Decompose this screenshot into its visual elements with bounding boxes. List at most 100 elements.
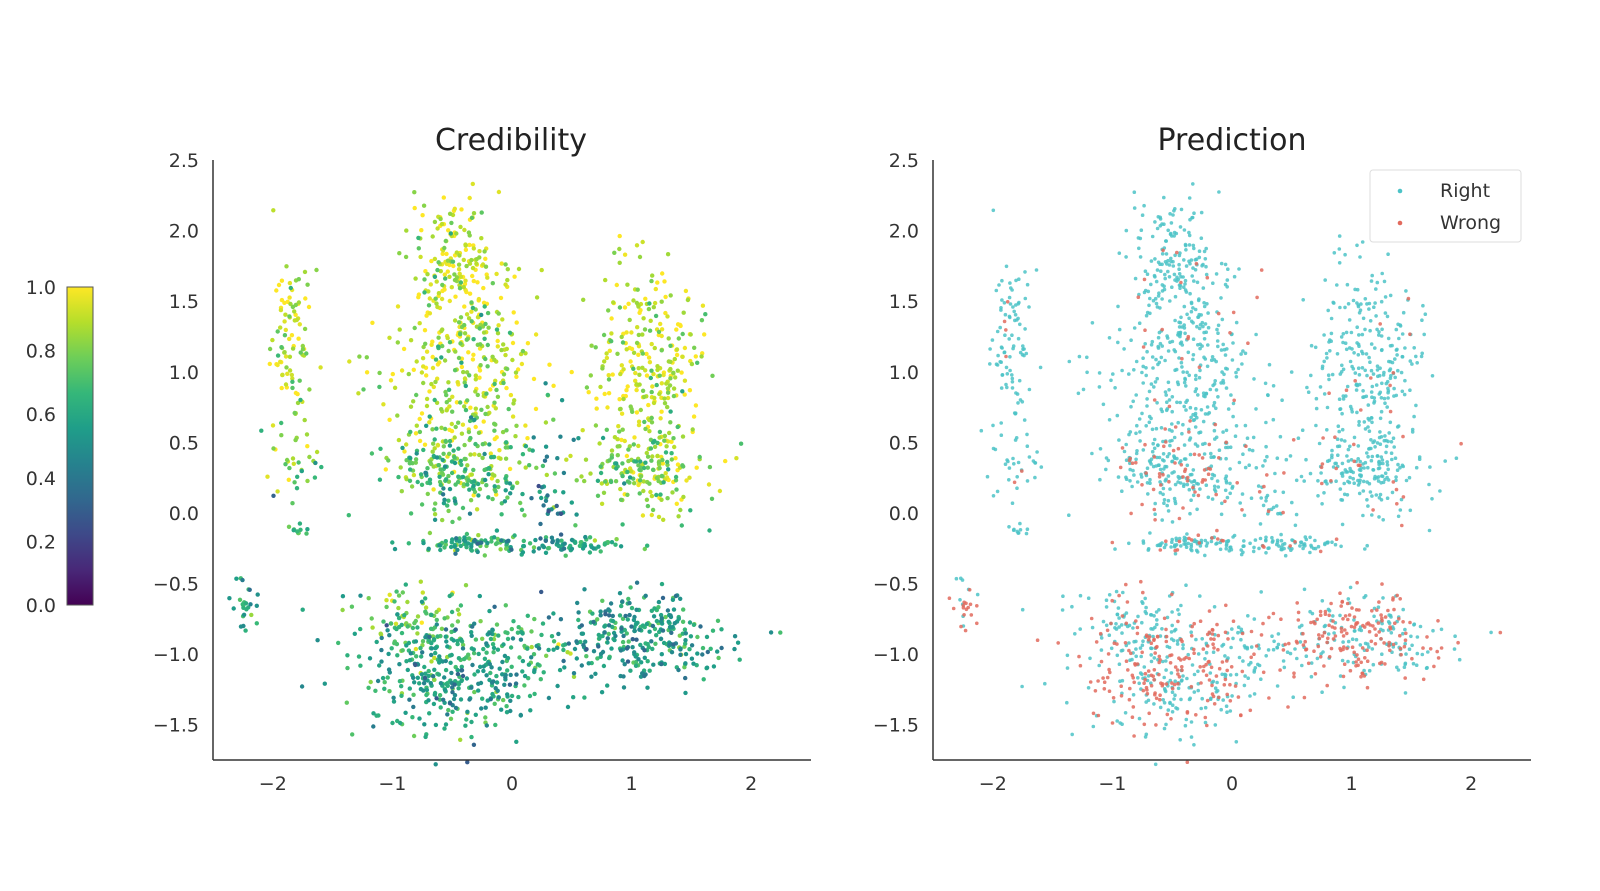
credibility-point — [623, 613, 628, 619]
right-point — [1301, 298, 1305, 302]
credibility-point — [462, 456, 467, 462]
right-point — [1396, 668, 1401, 672]
right-point — [1359, 302, 1363, 306]
right-point — [1402, 665, 1407, 669]
wrong-point — [1153, 518, 1157, 522]
wrong-point — [1323, 612, 1328, 616]
credibility-point — [283, 462, 288, 467]
right-point — [1229, 645, 1233, 650]
wrong-point — [1205, 698, 1210, 703]
credibility-point — [456, 612, 462, 617]
credibility-point — [496, 633, 501, 638]
wrong-point — [962, 600, 966, 605]
right-point — [1339, 544, 1343, 549]
right-point — [1338, 487, 1343, 491]
right-point — [1281, 542, 1285, 547]
right-point — [1141, 539, 1146, 543]
credibility-point — [475, 669, 481, 674]
wrong-point — [1261, 670, 1266, 675]
credibility-point — [395, 304, 401, 309]
right-point — [998, 325, 1002, 330]
credibility-point — [644, 351, 649, 357]
right-point — [1352, 618, 1356, 622]
wrong-point — [1349, 624, 1354, 629]
credibility-point — [640, 513, 646, 518]
right-point — [1208, 387, 1213, 392]
credibility-point — [249, 612, 254, 618]
right-point — [1008, 368, 1012, 373]
credibility-point — [682, 345, 688, 351]
right-point — [1230, 484, 1235, 489]
credibility-point — [459, 462, 464, 467]
credibility-point — [619, 363, 624, 368]
credibility-point — [370, 625, 375, 630]
right-point — [988, 362, 992, 366]
wrong-point — [1402, 644, 1407, 649]
right-point — [1016, 460, 1021, 465]
credibility-point — [352, 631, 357, 636]
credibility-point — [422, 675, 428, 681]
credibility-point — [613, 479, 619, 484]
right-point — [1206, 495, 1211, 500]
credibility-point — [442, 545, 447, 550]
credibility-point — [644, 497, 650, 502]
credibility-point — [398, 720, 403, 726]
credibility-point — [357, 354, 362, 359]
credibility-point — [620, 658, 625, 663]
right-point — [1192, 246, 1196, 251]
credibility-point — [485, 275, 490, 280]
wrong-point — [1279, 617, 1283, 621]
wrong-point — [1341, 674, 1346, 679]
right-point — [1143, 288, 1148, 293]
right-point — [1149, 259, 1154, 263]
right-point — [1361, 316, 1366, 321]
right-point — [1301, 546, 1305, 551]
wrong-point — [1220, 660, 1225, 664]
wrong-point — [1352, 625, 1357, 630]
right-point — [959, 576, 963, 581]
right-point — [1011, 456, 1015, 461]
right-point — [1192, 211, 1196, 215]
credibility-point — [483, 411, 488, 417]
credibility-point — [691, 622, 697, 627]
right-point — [1341, 394, 1346, 398]
credibility-point — [558, 511, 564, 516]
wrong-point — [1388, 625, 1392, 629]
credibility-point — [315, 638, 320, 643]
credibility-point — [609, 316, 614, 321]
wrong-point — [1291, 438, 1296, 442]
right-point — [1025, 444, 1030, 449]
wrong-point — [1196, 493, 1201, 498]
credibility-point — [299, 468, 304, 474]
credibility-point — [716, 655, 721, 661]
credibility-point — [452, 693, 458, 698]
wrong-point — [1435, 649, 1439, 654]
credibility-point — [444, 251, 449, 257]
credibility-point — [687, 620, 693, 625]
wrong-point — [1216, 311, 1221, 316]
right-point — [1443, 459, 1447, 463]
credibility-point — [470, 265, 476, 271]
right-point — [1372, 396, 1377, 400]
credibility-point — [442, 497, 447, 502]
right-point — [1345, 454, 1349, 458]
credibility-point — [468, 452, 473, 457]
credibility-point — [600, 435, 606, 441]
y-tick-label: −1.0 — [873, 644, 919, 666]
wrong-point — [1370, 609, 1374, 613]
right-point — [1290, 500, 1294, 505]
credibility-point — [432, 667, 437, 672]
right-point — [1165, 454, 1170, 459]
right-point — [1176, 686, 1181, 691]
credibility-point — [509, 693, 515, 699]
credibility-point — [569, 546, 575, 551]
credibility-point — [492, 428, 497, 433]
credibility-point — [661, 480, 666, 485]
y-tick-label: 0.5 — [169, 432, 199, 454]
credibility-point — [418, 254, 423, 260]
right-point — [1194, 406, 1198, 411]
credibility-point — [385, 675, 390, 680]
credibility-point — [547, 362, 552, 367]
credibility-point — [322, 681, 327, 686]
right-point — [1124, 228, 1129, 233]
